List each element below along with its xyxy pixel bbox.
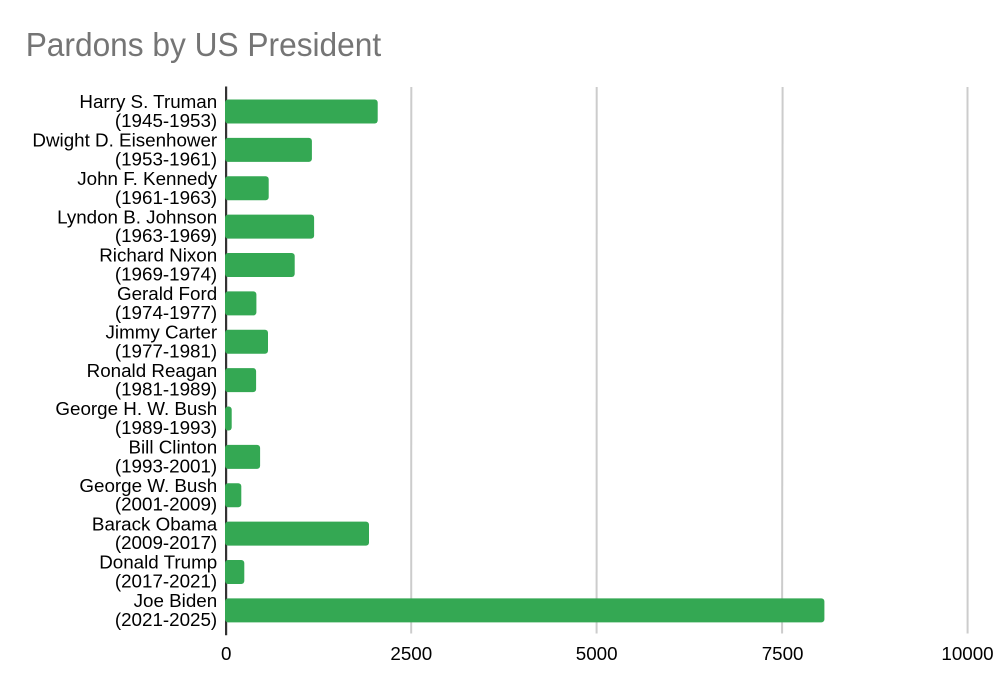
svg-text:(1989-1993): (1989-1993): [115, 417, 217, 438]
svg-text:(1953-1961): (1953-1961): [115, 148, 217, 169]
svg-text:(2021-2025): (2021-2025): [115, 609, 217, 630]
svg-text:(1961-1963): (1961-1963): [115, 187, 217, 208]
svg-text:(1981-1989): (1981-1989): [115, 379, 217, 400]
svg-text:2500: 2500: [390, 643, 432, 664]
svg-text:(1963-1969): (1963-1969): [115, 225, 217, 246]
svg-text:Dwight D. Eisenhower: Dwight D. Eisenhower: [32, 130, 217, 151]
svg-text:Barack Obama: Barack Obama: [92, 513, 218, 534]
svg-text:(1993-2001): (1993-2001): [115, 455, 217, 476]
svg-text:Pardons by US President: Pardons by US President: [26, 26, 382, 63]
svg-text:(1945-1953): (1945-1953): [115, 110, 217, 131]
svg-text:Ronald Reagan: Ronald Reagan: [87, 360, 218, 381]
svg-text:10000: 10000: [941, 643, 993, 664]
svg-text:7500: 7500: [762, 643, 804, 664]
svg-text:(1977-1981): (1977-1981): [115, 340, 217, 361]
svg-text:Lyndon B. Johnson: Lyndon B. Johnson: [57, 206, 217, 227]
svg-text:Jimmy Carter: Jimmy Carter: [106, 322, 218, 343]
svg-text:Harry S. Truman: Harry S. Truman: [79, 91, 217, 112]
svg-text:John F. Kennedy: John F. Kennedy: [77, 168, 218, 189]
svg-text:George H. W. Bush: George H. W. Bush: [55, 398, 217, 419]
svg-text:Joe Biden: Joe Biden: [134, 590, 218, 611]
svg-text:(1969-1974): (1969-1974): [115, 264, 217, 285]
svg-text:(2009-2017): (2009-2017): [115, 532, 217, 553]
svg-text:Donald Trump: Donald Trump: [99, 552, 217, 573]
svg-text:(2001-2009): (2001-2009): [115, 494, 217, 515]
svg-text:George W. Bush: George W. Bush: [79, 475, 217, 496]
svg-text:Richard Nixon: Richard Nixon: [99, 245, 217, 266]
svg-text:5000: 5000: [576, 643, 618, 664]
svg-text:(1974-1977): (1974-1977): [115, 302, 217, 323]
svg-text:(2017-2021): (2017-2021): [115, 571, 217, 592]
svg-text:Gerald Ford: Gerald Ford: [117, 283, 217, 304]
svg-text:0: 0: [221, 643, 231, 664]
svg-text:Bill Clinton: Bill Clinton: [128, 437, 217, 458]
